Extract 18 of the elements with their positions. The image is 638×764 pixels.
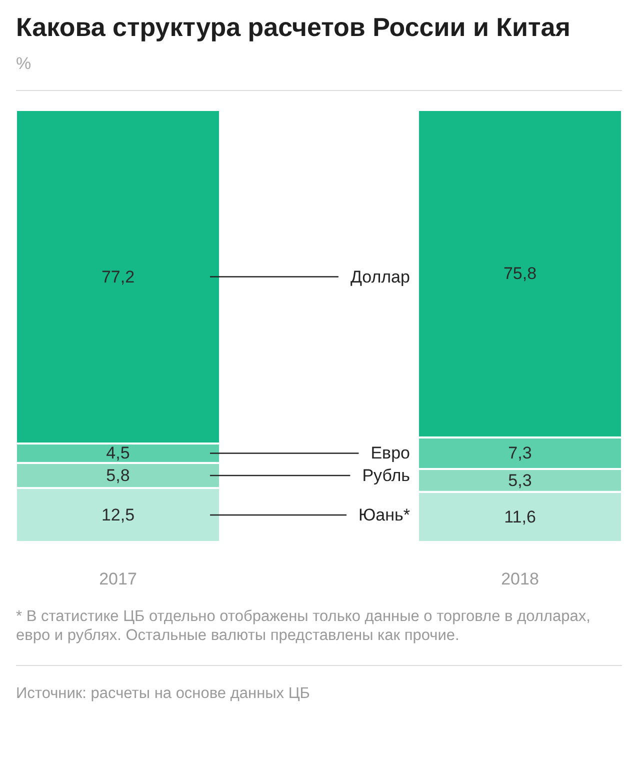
x-tick-label: 2017: [99, 570, 137, 588]
text: Источник: расчеты на основе данных ЦБ: [16, 684, 311, 703]
series-label: Рубль: [362, 466, 410, 485]
data-label: 12,5: [101, 506, 135, 524]
data-label: 4,5: [106, 444, 130, 463]
series-label: Юань*: [358, 506, 410, 524]
text: * В статистике ЦБ отдельно отображены только данные о торговле в долларах, евро и рублях. Остальные валюты представлены как прочие.: [16, 607, 592, 645]
data-label: 7,3: [508, 444, 532, 463]
x-tick-label: 2018: [501, 570, 539, 588]
chart-subtitle: %: [16, 54, 32, 74]
data-label: 11,6: [504, 507, 536, 526]
data-label: 5,3: [508, 470, 532, 490]
series-label: Доллар: [350, 267, 410, 286]
series-label: Евро: [370, 444, 410, 463]
data-label: 77,2: [101, 267, 135, 286]
chart-title: Какова структура расчетов России и Китая: [16, 12, 572, 42]
data-label: 75,8: [503, 264, 537, 284]
data-label: 5,8: [106, 466, 130, 485]
